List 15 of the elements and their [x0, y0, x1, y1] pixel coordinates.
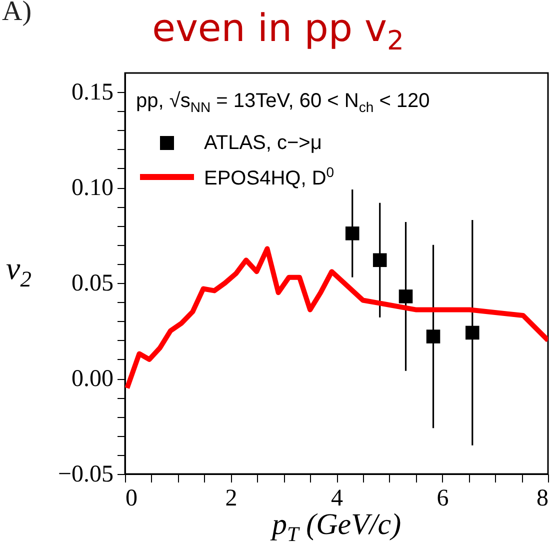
annotation: pp, √s$_{NN}$ = 13TeV, 60 < N$_{ch}$ < 120	[136, 90, 430, 115]
x-tick-label: 0	[126, 486, 138, 512]
chart-title: even in pp v$_{2}$	[152, 6, 404, 57]
y-tick-label: 0.00	[72, 366, 114, 392]
y-tick-label: 0.10	[72, 175, 114, 202]
y-tick-label: −0.05	[58, 462, 114, 488]
y-tick-label: 0.05	[72, 270, 114, 297]
x-tick-label: 8	[536, 486, 548, 512]
legend-label: EPOS4HQ, D$^{0}$	[204, 164, 334, 190]
x-tick-label: 2	[225, 486, 238, 512]
legend-label: ATLAS, c−>μ	[204, 132, 322, 154]
y-tick-label: 0.15	[72, 80, 114, 106]
y-axis-title: v$_{2}$	[6, 250, 32, 292]
x-tick-label: 6	[436, 486, 449, 512]
text: A)	[2, 0, 32, 28]
